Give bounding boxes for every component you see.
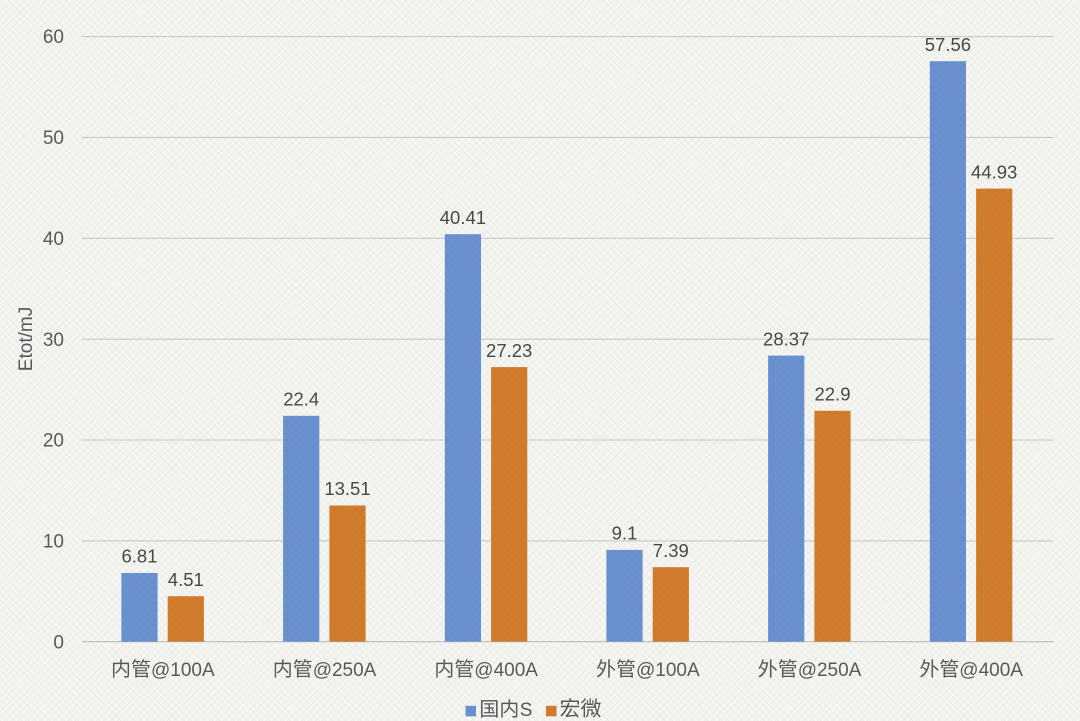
svg-text:22.4: 22.4	[283, 389, 319, 410]
svg-text:S: S	[520, 700, 533, 721]
svg-text:9.1: 9.1	[612, 523, 638, 544]
svg-text:40: 40	[43, 229, 64, 250]
svg-text:@250A: @250A	[798, 660, 862, 681]
svg-text:Etot/mJ: Etot/mJ	[16, 307, 37, 371]
svg-text:57.56: 57.56	[925, 34, 971, 55]
svg-text:@100A: @100A	[636, 660, 700, 681]
svg-text:20: 20	[43, 431, 64, 452]
svg-text:50: 50	[43, 128, 64, 149]
svg-text:4.51: 4.51	[168, 569, 204, 590]
svg-text:28.37: 28.37	[763, 328, 809, 349]
svg-text:13.51: 13.51	[324, 478, 370, 499]
svg-text:22.9: 22.9	[814, 384, 850, 405]
svg-text:40.41: 40.41	[440, 207, 486, 228]
svg-text:10: 10	[43, 532, 64, 553]
svg-text:@250A: @250A	[313, 660, 377, 681]
svg-text:@400A: @400A	[959, 660, 1023, 681]
svg-text:0: 0	[53, 632, 64, 653]
svg-text:44.93: 44.93	[971, 161, 1017, 182]
svg-text:7.39: 7.39	[653, 540, 689, 561]
svg-text:@100A: @100A	[151, 660, 215, 681]
svg-text:60: 60	[43, 27, 64, 48]
svg-text:@400A: @400A	[474, 660, 538, 681]
svg-text:6.81: 6.81	[121, 546, 157, 567]
svg-text:30: 30	[43, 330, 64, 351]
svg-text:27.23: 27.23	[486, 340, 532, 361]
